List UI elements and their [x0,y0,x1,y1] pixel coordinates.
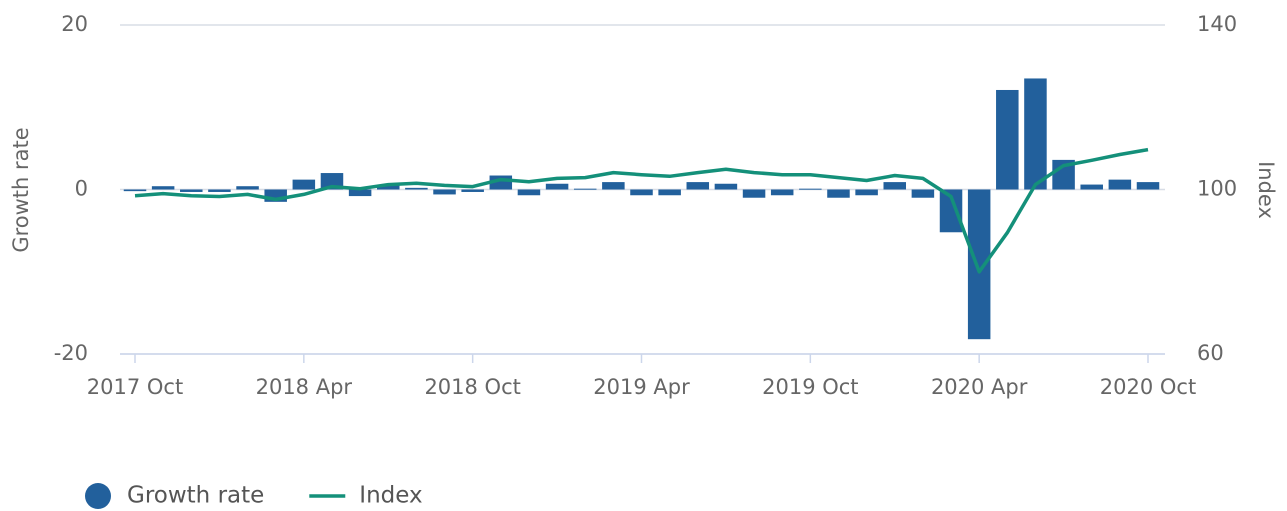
y2-tick-label: 100 [1197,177,1237,201]
bar [405,187,428,190]
bar [208,189,231,192]
y-tick-label: 20 [61,12,88,36]
bar [376,184,400,190]
bar [939,189,963,233]
bar [348,189,372,197]
y2-axis-label: Index [1254,161,1278,219]
bar [151,186,175,190]
bar [630,189,653,196]
x-tick-label: 2018 Apr [256,375,353,399]
bar [602,182,625,190]
bar [827,189,850,198]
y-tick-label: 0 [75,177,88,201]
x-tick-label: 2019 Apr [593,375,690,399]
y-tick-label: -20 [54,341,88,365]
bar [658,189,681,196]
bar [1108,179,1132,190]
bar [967,189,991,340]
bar [883,182,907,190]
x-tick-label: 2017 Oct [87,375,183,399]
bar [1080,184,1103,190]
bar [433,189,456,195]
bar [545,183,569,190]
bar [180,189,203,192]
legend-label: Growth rate [127,483,264,509]
bar [799,188,822,190]
bar [236,186,259,190]
bar [714,183,738,190]
x-tick-label: 2018 Oct [424,375,520,399]
bar [1052,159,1075,190]
bar [461,189,484,192]
bar [996,89,1019,190]
x-tick-label: 2020 Apr [931,375,1028,399]
y2-tick-label: 140 [1197,12,1237,36]
bar [1136,182,1160,190]
bar [573,188,597,190]
bar [1024,78,1047,190]
x-tick-label: 2020 Oct [1100,375,1196,399]
y-axis-label: Growth rate [9,127,33,252]
bar [686,182,710,190]
legend-label: Index [359,483,422,509]
bar [770,189,794,196]
y2-tick-label: 60 [1197,341,1224,365]
bar [911,189,935,198]
bar [123,189,147,192]
bar [517,189,541,196]
legend-symbol [85,483,111,509]
bar [742,189,766,198]
bar [855,189,878,196]
bar [292,179,316,190]
line [134,147,1149,274]
x-tick-label: 2019 Oct [762,375,858,399]
